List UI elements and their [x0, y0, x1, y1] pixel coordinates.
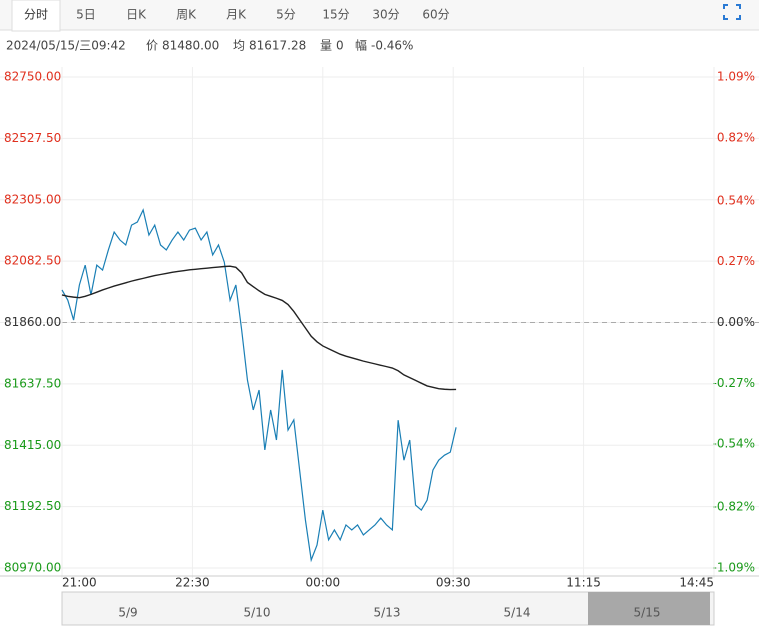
- navigator-label: 5/15: [634, 606, 661, 620]
- y2-tick-label: 0.82%: [717, 130, 755, 144]
- tab-bar: [0, 0, 759, 30]
- navigator-label: 5/9: [118, 606, 137, 620]
- tab[interactable]: 5分: [276, 8, 296, 22]
- series-line: [61, 208, 457, 563]
- y-tick-label: 81192.50: [4, 499, 61, 513]
- info-date: 2024/05/15/三09:42: [6, 39, 126, 53]
- y-tick-label: 80970.00: [4, 561, 61, 575]
- y-tick-label: 81415.00: [4, 438, 61, 452]
- y-tick-label: 82750.00: [4, 70, 61, 84]
- navigator-label: 5/14: [504, 606, 531, 620]
- info-avg: 81617.28: [249, 39, 306, 53]
- y-tick-label: 82082.50: [4, 254, 61, 268]
- y-tick-label: 81860.00: [4, 315, 61, 329]
- series-line: [61, 265, 457, 391]
- x-tick-label: 21:00: [62, 576, 97, 590]
- info-vol: 0: [336, 39, 344, 53]
- y-tick-label: 82527.50: [4, 131, 61, 145]
- tab[interactable]: 分时: [24, 8, 48, 22]
- x-tick-label: 22:30: [175, 576, 210, 590]
- tab[interactable]: 30分: [372, 8, 399, 22]
- y2-tick-label: 0.00%: [717, 315, 755, 329]
- navigator-window[interactable]: [588, 592, 710, 625]
- y2-tick-label: -0.54%: [713, 437, 755, 451]
- y-tick-label: 81637.50: [4, 376, 61, 390]
- x-tick-label: 11:15: [566, 576, 601, 590]
- tab[interactable]: 15分: [322, 8, 349, 22]
- y2-tick-label: -0.82%: [713, 500, 755, 514]
- y2-tick-label: -1.09%: [713, 561, 755, 575]
- tab[interactable]: 周K: [176, 8, 197, 22]
- x-tick-label: 14:45: [679, 576, 714, 590]
- info-avg-label: 均: [233, 39, 245, 53]
- tab-selected: [11, 0, 61, 32]
- y2-tick-label: 0.27%: [717, 254, 755, 268]
- fullscreen-icon[interactable]: [723, 4, 741, 20]
- info-vol-label: 量: [320, 39, 332, 53]
- y2-tick-label: -0.27%: [713, 376, 755, 390]
- x-tick-label: 09:30: [436, 576, 471, 590]
- x-tick-label: 00:00: [306, 576, 341, 590]
- info-chg: -0.46%: [371, 39, 413, 53]
- info-price-label: 价: [146, 39, 158, 53]
- navigator-label: 5/10: [244, 606, 271, 620]
- y2-tick-label: 0.54%: [717, 193, 755, 207]
- tab[interactable]: 5日: [76, 8, 96, 22]
- tab[interactable]: 60分: [422, 8, 449, 22]
- navigator-label: 5/13: [374, 606, 401, 620]
- tab[interactable]: 月K: [226, 8, 247, 22]
- y2-tick-label: 1.09%: [717, 70, 755, 84]
- y-tick-label: 82305.00: [4, 192, 61, 206]
- info-price: 81480.00: [162, 39, 219, 53]
- tab[interactable]: 日K: [126, 8, 147, 22]
- info-chg-label: 幅: [355, 38, 367, 53]
